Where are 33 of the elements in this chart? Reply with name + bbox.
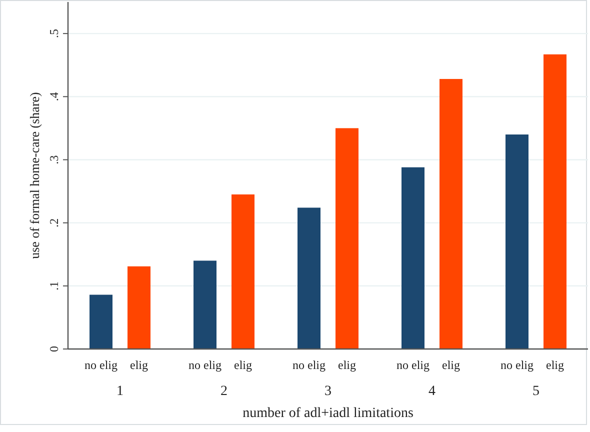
y-tick-label: .3 bbox=[47, 155, 61, 164]
y-tick-label: .5 bbox=[47, 29, 61, 38]
bar bbox=[506, 134, 528, 349]
text: no elig bbox=[500, 358, 534, 372]
bar bbox=[194, 260, 216, 349]
x-tick-label: 5 bbox=[532, 384, 540, 399]
x-axis-title: number of adl+iadl limitations bbox=[242, 406, 414, 421]
series-label: elig bbox=[130, 358, 148, 372]
bar bbox=[298, 208, 320, 349]
text: elig bbox=[546, 358, 564, 372]
y-tick-label: 0 bbox=[47, 346, 61, 352]
bar bbox=[90, 294, 112, 349]
x-tick-label: 1 bbox=[116, 384, 124, 399]
text: no elig bbox=[292, 358, 326, 372]
bar bbox=[440, 78, 462, 349]
text: elig bbox=[338, 358, 356, 372]
y-axis-title: use of formal home-care (share) bbox=[27, 92, 42, 259]
bar bbox=[232, 194, 254, 349]
bar bbox=[336, 128, 358, 349]
x-tick-label: 3 bbox=[324, 384, 332, 399]
text: no elig bbox=[396, 358, 430, 372]
text: elig bbox=[234, 358, 252, 372]
text: elig bbox=[442, 358, 460, 372]
bar bbox=[128, 266, 150, 349]
x-tick-label: 4 bbox=[428, 384, 436, 399]
y-tick-label: .4 bbox=[47, 92, 61, 102]
bar bbox=[402, 167, 424, 349]
bar bbox=[544, 54, 566, 349]
y-tick-label: .1 bbox=[47, 281, 61, 290]
series-label: no elig bbox=[84, 358, 118, 372]
y-tick-label: .2 bbox=[47, 218, 61, 228]
text: no elig bbox=[188, 358, 222, 372]
x-tick-label: 2 bbox=[220, 384, 228, 399]
